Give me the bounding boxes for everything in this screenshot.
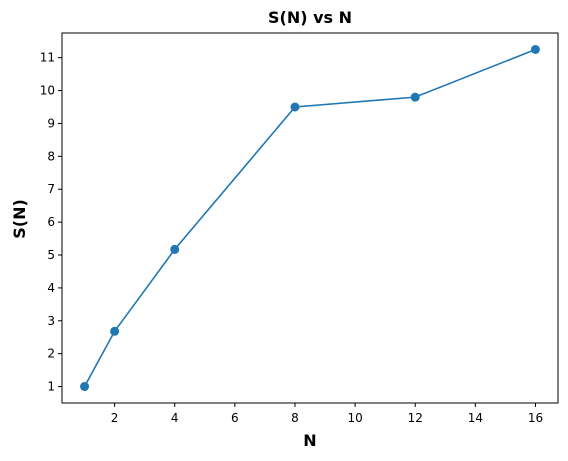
x-tick-label: 12 xyxy=(408,411,423,425)
chart-title: S(N) vs N xyxy=(268,8,352,27)
y-tick-label: 1 xyxy=(47,380,55,394)
y-tick-label: 10 xyxy=(40,84,55,98)
y-axis-label: S(N) xyxy=(10,199,29,239)
plot-frame xyxy=(61,32,559,404)
series-line xyxy=(83,48,536,387)
y-tick-label: 11 xyxy=(40,51,55,65)
y-tick-label: 8 xyxy=(47,149,55,163)
x-axis: 2 4 6 8 10 12 14 16 xyxy=(111,403,543,425)
x-tick-label: 10 xyxy=(347,411,362,425)
data-point xyxy=(170,244,180,254)
x-tick-label: 16 xyxy=(528,411,543,425)
y-tick-label: 4 xyxy=(47,281,55,295)
y-tick-label: 3 xyxy=(47,314,55,328)
x-tick-label: 14 xyxy=(468,411,483,425)
plot-area xyxy=(61,32,559,404)
y-tick-label: 9 xyxy=(47,116,55,130)
x-tick-label: 4 xyxy=(171,411,179,425)
data-point xyxy=(530,44,540,54)
series xyxy=(80,44,540,392)
data-point xyxy=(290,102,300,112)
y-tick-label: 7 xyxy=(47,182,55,196)
y-axis: 1 2 3 4 5 6 7 8 9 10 11 xyxy=(40,51,62,394)
data-point xyxy=(110,326,120,336)
x-axis-label: N xyxy=(303,431,316,450)
y-tick-label: 6 xyxy=(47,215,55,229)
data-point xyxy=(80,382,90,392)
data-point xyxy=(410,92,420,102)
x-tick-label: 2 xyxy=(111,411,119,425)
x-tick-label: 8 xyxy=(291,411,299,425)
y-tick-label: 2 xyxy=(47,347,55,361)
x-tick-label: 6 xyxy=(231,411,239,425)
y-tick-label: 5 xyxy=(47,248,55,262)
